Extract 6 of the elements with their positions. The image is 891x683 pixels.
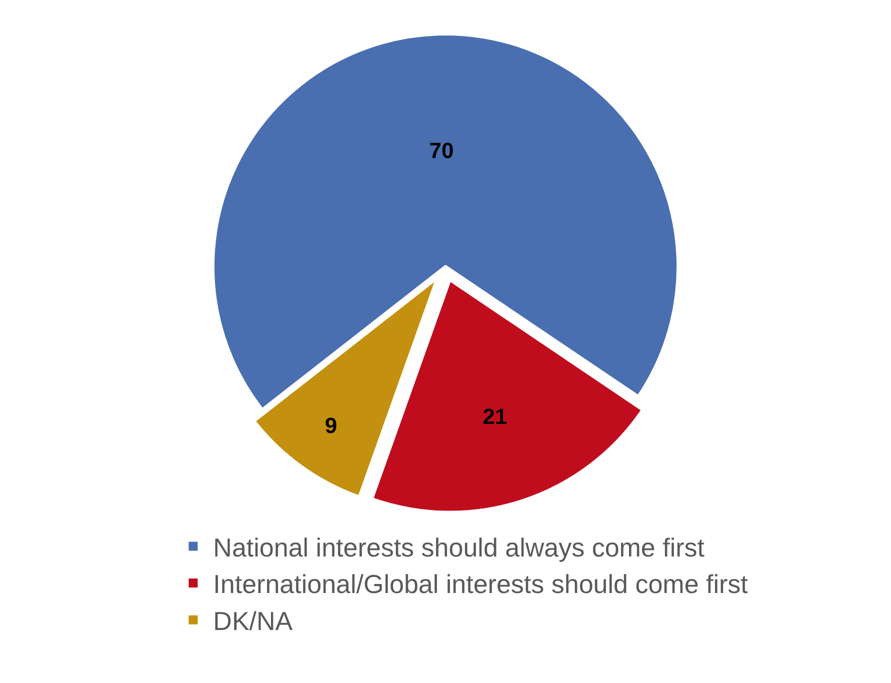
data-label: 21 [482,404,508,430]
legend-label: DK/NA [213,606,294,636]
legend-label: National interests should always come first [213,532,706,562]
data-label: 70 [429,138,454,163]
legend-label: International/Global interests should come first [213,569,749,600]
data-label: 9 [324,412,338,438]
